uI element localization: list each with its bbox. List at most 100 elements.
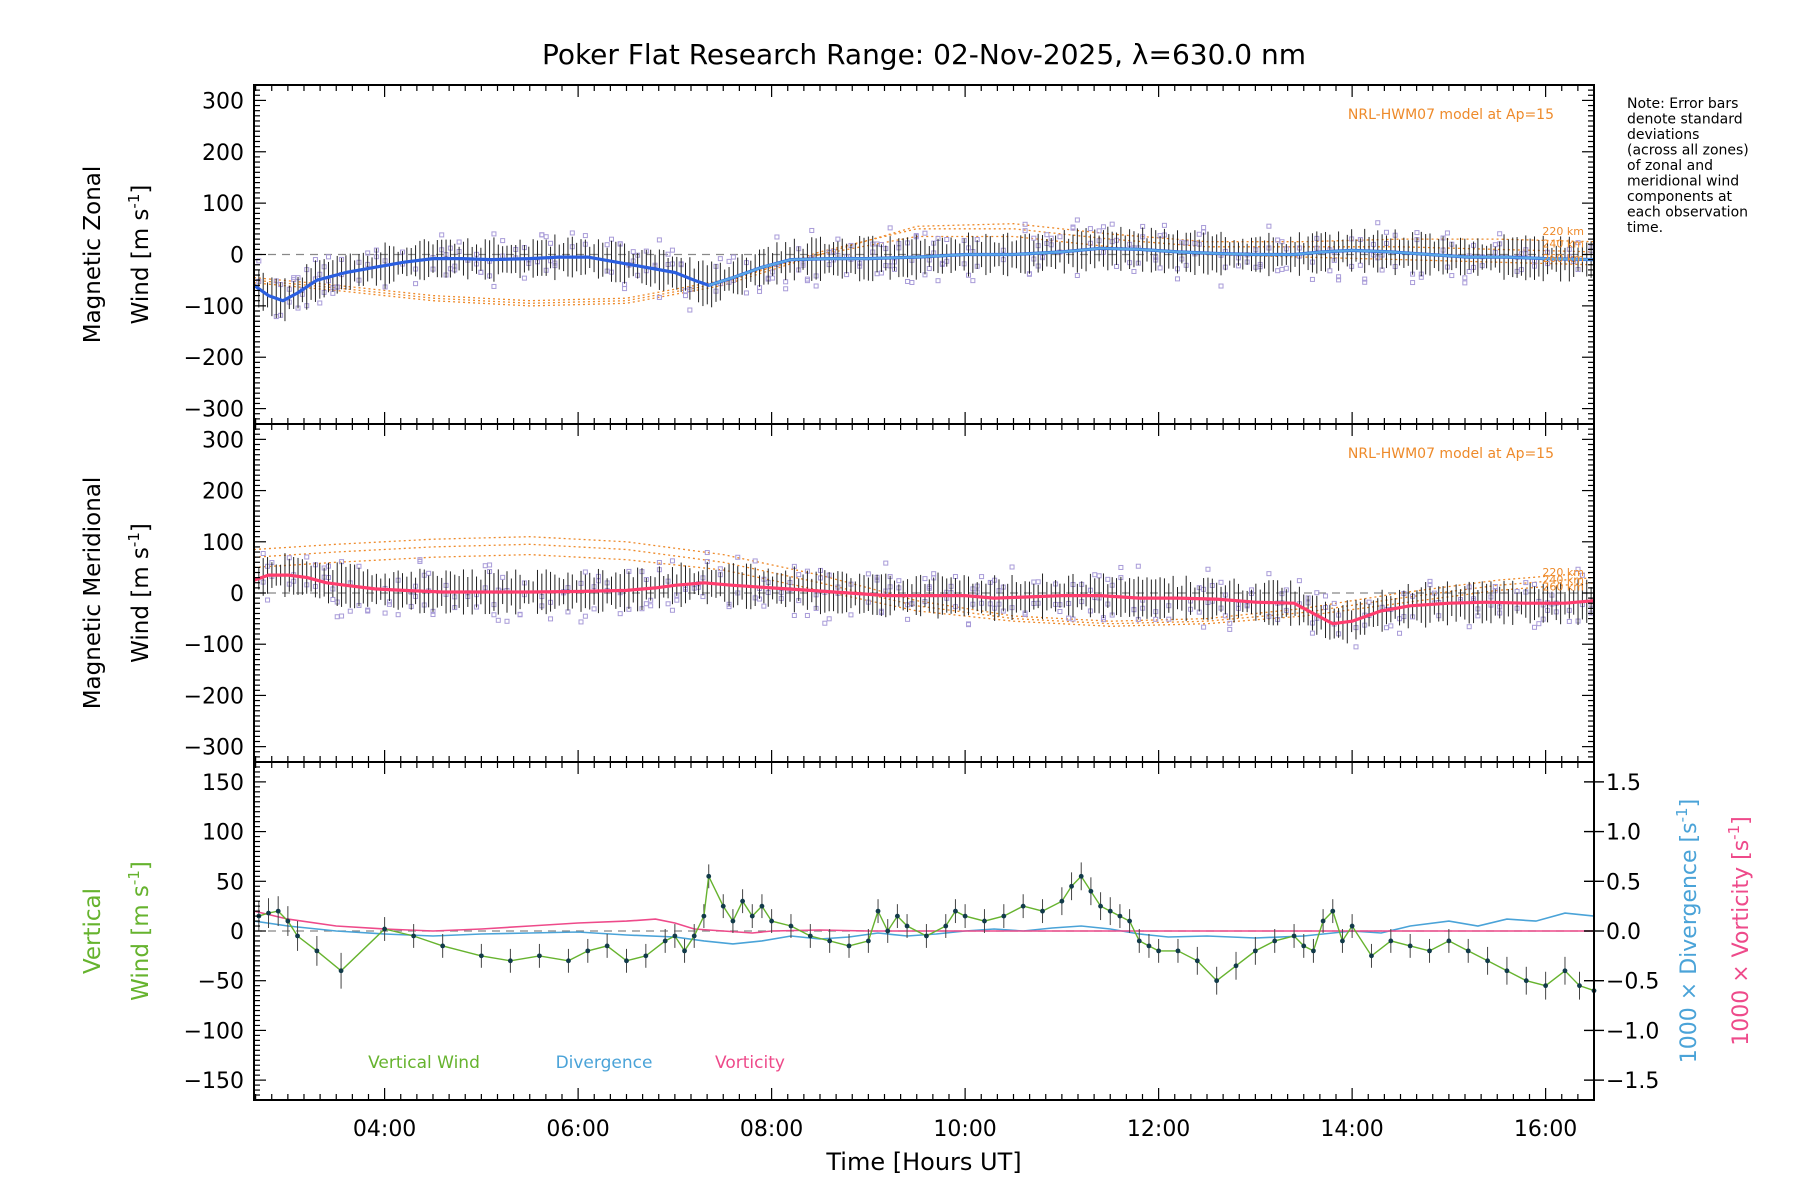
y2-label-vorticity: 1000 × Vorticity [s-1] — [1725, 816, 1754, 1045]
zone-point — [1153, 616, 1159, 622]
zone-point — [569, 230, 575, 236]
zone-point — [317, 300, 323, 306]
vertical-wind-point — [1301, 943, 1307, 949]
zone-point — [582, 233, 588, 239]
zone-point — [922, 576, 928, 582]
altitude-label: 260 km — [1542, 580, 1584, 593]
y-label-line1: Magnetic Meridional — [80, 477, 106, 710]
divergence-line — [253, 912, 1595, 945]
x-tick-label: 12:00 — [1127, 1117, 1190, 1142]
y2-tick-label: 0.5 — [1606, 870, 1641, 895]
zone-point — [1323, 593, 1329, 599]
zone-point — [439, 232, 445, 238]
note-line: denote standard — [1627, 112, 1743, 128]
x-tick-label: 10:00 — [933, 1117, 996, 1142]
vertical-wind-point — [865, 938, 871, 944]
vertical-wind-point — [1233, 963, 1239, 969]
y-label-line2: Wind [m s-1] — [125, 523, 154, 663]
zone-point — [909, 279, 915, 285]
y-tick-label: 100 — [202, 531, 244, 556]
zone-point — [865, 571, 871, 577]
zone-point — [617, 611, 623, 617]
zone-point — [783, 279, 789, 285]
zone-point — [783, 286, 789, 292]
vertical-wind-point — [894, 913, 900, 919]
zone-point — [548, 240, 554, 246]
zone-point — [517, 611, 523, 617]
zone-point — [1100, 224, 1106, 230]
error-bars — [258, 226, 1592, 322]
zone-point — [1357, 262, 1363, 268]
vertical-wind-line — [258, 873, 1595, 992]
y-label-line2: Wind [m s-1] — [125, 185, 154, 325]
panel-vertical: Vertical Wind Divergence Vorticity −1.5 −1.0… — [80, 761, 1754, 1101]
zone-point — [304, 554, 310, 560]
zone-point — [1362, 276, 1368, 282]
zone-point — [256, 258, 262, 264]
model-curve-240-km — [253, 228, 1595, 304]
zone-point — [674, 597, 680, 603]
zone-point — [1105, 576, 1111, 582]
vertical-wind-point — [1465, 948, 1471, 954]
zone-point — [1087, 226, 1093, 232]
vertical-wind-point — [1311, 948, 1316, 954]
zone-point — [757, 288, 763, 294]
vertical-wind-point — [338, 968, 344, 974]
model-curve-240-km — [253, 543, 1595, 625]
vertical-wind-point — [662, 938, 668, 944]
zone-point — [1336, 277, 1342, 283]
zone-point — [1579, 572, 1585, 578]
zone-point — [500, 238, 506, 244]
x-tick-label: 16:00 — [1514, 1117, 1577, 1142]
zone-point — [1157, 265, 1163, 271]
vertical-wind-point — [962, 913, 968, 919]
zone-point — [952, 573, 958, 579]
vertical-wind-point — [1156, 948, 1162, 954]
zone-point — [365, 250, 371, 256]
x-tick-label: 14:00 — [1320, 1117, 1383, 1142]
vertical-wind-point — [720, 903, 726, 909]
zone-point — [656, 560, 662, 566]
zone-point — [966, 621, 972, 627]
vertical-wind-point — [1069, 883, 1074, 889]
y-label-line2: Wind [m s-1] — [125, 861, 154, 1001]
y-tick-label: −100 — [184, 633, 244, 658]
zone-point — [1218, 579, 1224, 585]
model-curve-220-km — [253, 536, 1595, 622]
zone-point — [1492, 242, 1498, 248]
zone-point — [1266, 223, 1272, 229]
vertical-wind-point — [769, 918, 775, 924]
vertical-wind-point — [314, 948, 320, 954]
model-curve-260-km — [253, 553, 1595, 627]
vertical-wind-point — [691, 933, 697, 939]
zone-point — [1266, 571, 1272, 577]
vertical-wind-point — [1020, 903, 1026, 909]
zone-point — [774, 234, 780, 240]
zone-point — [1531, 581, 1537, 587]
zone-point — [717, 566, 723, 572]
zone-point — [1575, 240, 1581, 246]
zone-point — [521, 275, 527, 281]
vertical-wind-point — [1059, 898, 1065, 904]
zone-point — [1362, 279, 1368, 285]
zone-point — [804, 612, 810, 618]
zone-point — [704, 550, 710, 556]
vertical-wind-point — [1078, 873, 1084, 879]
y-label-line1: Magnetic Zonal — [80, 166, 106, 344]
vertical-wind-point — [382, 926, 388, 932]
note-line: components at — [1627, 189, 1733, 205]
y-tick-label: 150 — [202, 771, 244, 796]
zone-point — [926, 266, 932, 272]
zone-point — [822, 620, 828, 626]
vertical-wind-point — [943, 923, 949, 929]
zone-point — [1383, 229, 1389, 235]
zone-point — [813, 283, 819, 289]
y2-tick-label: 1.0 — [1606, 821, 1641, 846]
vertical-wind-point — [1088, 888, 1094, 894]
zone-point — [1497, 231, 1503, 237]
vertical-wind-point — [1146, 943, 1152, 949]
zone-point — [630, 249, 636, 255]
zone-point — [1575, 566, 1581, 572]
